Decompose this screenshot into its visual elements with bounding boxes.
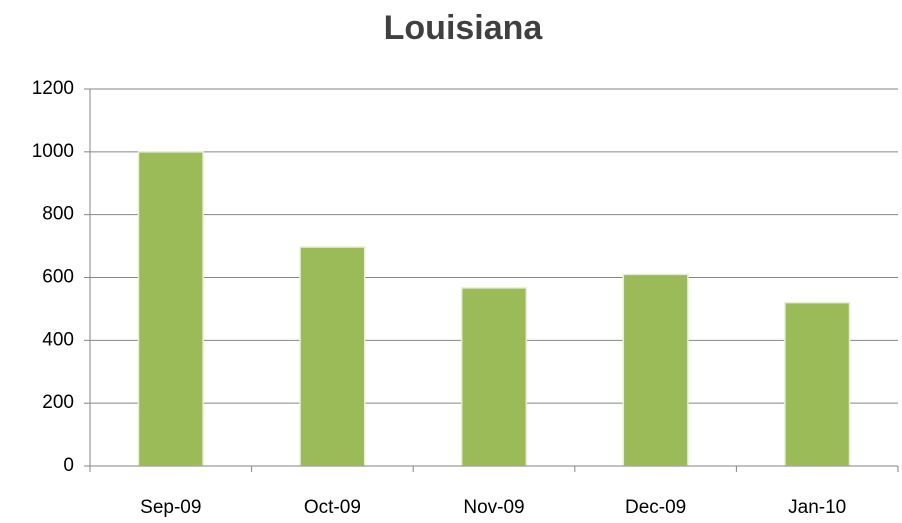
bar [460,287,528,467]
y-tick-label: 800 [42,204,74,225]
y-tick-label: 1200 [32,78,74,99]
y-tick-label: 400 [42,329,74,350]
y-tick-label: 600 [42,267,74,288]
x-tick-label: Dec-09 [625,497,686,518]
bar [137,151,204,467]
bar [299,246,366,467]
y-tick-label: 1000 [32,141,74,162]
x-tick-label: Jan-10 [788,497,846,518]
chart-title: Louisiana [384,9,544,47]
y-tick-label: 200 [42,392,74,413]
x-tick-label: Sep-09 [140,497,201,518]
y-tick-label: 0 [63,455,74,476]
bar [784,301,851,467]
bar [622,273,689,467]
x-tick-label: Oct-09 [304,497,361,518]
x-tick-label: Nov-09 [463,497,524,518]
